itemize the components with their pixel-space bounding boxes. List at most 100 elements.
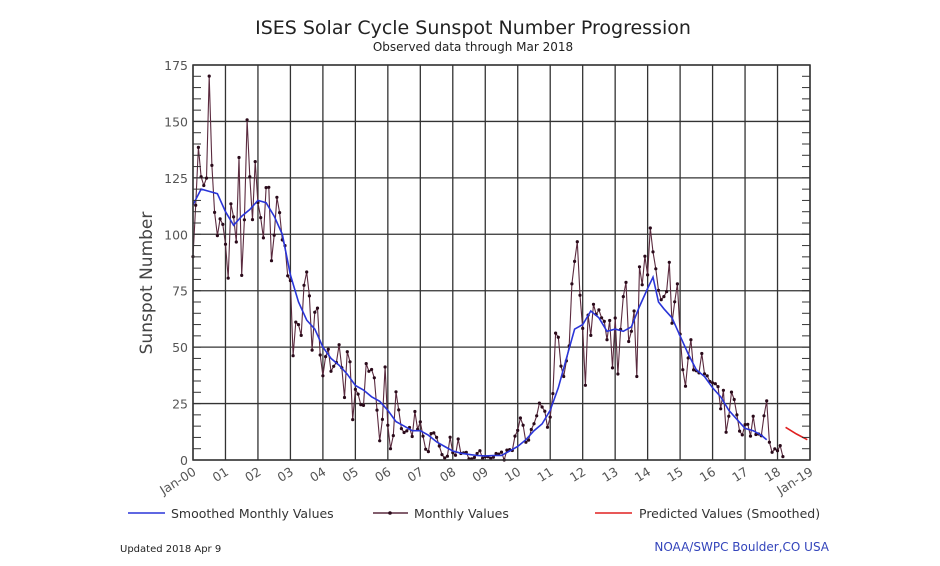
monthly-value-point [269, 259, 274, 263]
monthly-value-point [196, 145, 200, 149]
monthly-value-point [240, 273, 244, 277]
monthly-value-point [499, 450, 504, 454]
monthly-value-point [545, 425, 550, 429]
x-tick-label: 11 [534, 464, 555, 485]
monthly-value-point [213, 210, 217, 214]
x-tick-label: 06 [372, 464, 393, 485]
monthly-value-point [380, 417, 384, 421]
monthly-value-point [775, 449, 780, 453]
monthly-value-point [202, 183, 206, 188]
monthly-value-point [589, 333, 593, 337]
monthly-value-point [315, 306, 320, 310]
monthly-value-point [735, 413, 739, 417]
monthly-value-point [675, 282, 680, 286]
monthly-value-point [608, 318, 612, 323]
monthly-value-point [727, 414, 731, 418]
legend-label-predicted: Predicted Values (Smoothed) [639, 506, 820, 521]
x-tick-label: 07 [404, 464, 425, 485]
x-tick-label: 05 [340, 464, 361, 485]
monthly-value-point [472, 455, 476, 460]
series-line-monthly-values [192, 76, 784, 462]
monthly-value-point [505, 448, 509, 452]
monthly-value-point [562, 374, 566, 379]
monthly-value-point [443, 456, 447, 460]
monthly-value-point [426, 450, 430, 454]
monthly-value-point [326, 347, 330, 351]
x-tick-label: 04 [307, 464, 328, 485]
monthly-value-point [754, 432, 758, 437]
legend-marker-monthly [388, 511, 392, 515]
monthly-value-point [681, 368, 685, 372]
monthly-value-point [421, 434, 425, 438]
monthly-value-point [659, 298, 663, 302]
monthly-value-point [234, 240, 238, 244]
monthly-value-point [353, 387, 357, 391]
monthly-value-point [453, 453, 458, 457]
monthly-value-point [204, 176, 209, 180]
monthly-value-point [372, 376, 376, 380]
monthly-value-point [773, 447, 777, 451]
monthly-value-point [662, 295, 666, 299]
monthly-value-point [740, 433, 744, 437]
monthly-value-point [310, 348, 314, 352]
monthly-value-point [250, 218, 255, 222]
monthly-value-point [602, 319, 606, 323]
monthly-value-point [413, 409, 417, 414]
monthly-value-point [713, 382, 717, 386]
monthly-value-point [383, 365, 387, 369]
monthly-value-point [448, 435, 452, 439]
monthly-value-point [670, 321, 674, 325]
monthly-value-point [716, 385, 720, 389]
monthly-value-point [516, 428, 520, 432]
credit-note: NOAA/SWPC Boulder,CO USA [654, 540, 829, 554]
monthly-value-point [548, 415, 552, 419]
monthly-value-point [332, 364, 336, 368]
monthly-value-point [232, 215, 236, 219]
monthly-value-point [575, 240, 579, 244]
x-tick-label: 02 [242, 464, 263, 485]
monthly-value-point [591, 302, 596, 306]
x-tick-label: 16 [697, 464, 718, 485]
monthly-value-point [597, 308, 601, 312]
monthly-value-point [378, 439, 382, 443]
monthly-value-point [194, 203, 198, 207]
plot-frame [192, 64, 811, 461]
series-line-smoothed-monthly-values [192, 188, 768, 457]
x-tick-label: 12 [567, 464, 588, 485]
monthly-value-point [535, 414, 539, 418]
y-axis-label: Sunspot Number [137, 212, 157, 355]
monthly-value-point [692, 368, 696, 372]
monthly-value-point [529, 427, 533, 432]
monthly-value-point [702, 372, 707, 376]
monthly-value-point [210, 163, 214, 167]
monthly-value-point [724, 430, 728, 434]
monthly-value-point [375, 408, 379, 412]
y-tick-label: 150 [164, 114, 188, 129]
x-tick-label: 10 [502, 464, 523, 485]
monthly-value-point [364, 362, 368, 366]
monthly-value-point [267, 185, 271, 189]
monthly-value-point [356, 392, 360, 396]
monthly-value-point [705, 374, 709, 378]
monthly-value-point [578, 293, 582, 297]
monthly-value-point [581, 326, 585, 330]
monthly-value-point [556, 335, 560, 339]
monthly-value-point [313, 310, 317, 314]
monthly-value-point [370, 367, 374, 372]
monthly-value-point [537, 401, 542, 405]
monthly-value-point [302, 283, 306, 287]
monthly-value-point [621, 295, 625, 299]
monthly-value-point [435, 435, 439, 439]
grid [192, 64, 811, 461]
monthly-value-point [207, 74, 211, 78]
monthly-value-point [348, 360, 352, 364]
monthly-value-point [494, 451, 498, 456]
monthly-value-point [781, 455, 785, 459]
monthly-value-point [627, 339, 631, 344]
monthly-value-point [748, 434, 753, 438]
monthly-value-point [635, 374, 639, 379]
monthly-value-point [610, 366, 615, 370]
monthly-value-point [540, 405, 544, 409]
monthly-value-point [689, 338, 693, 342]
